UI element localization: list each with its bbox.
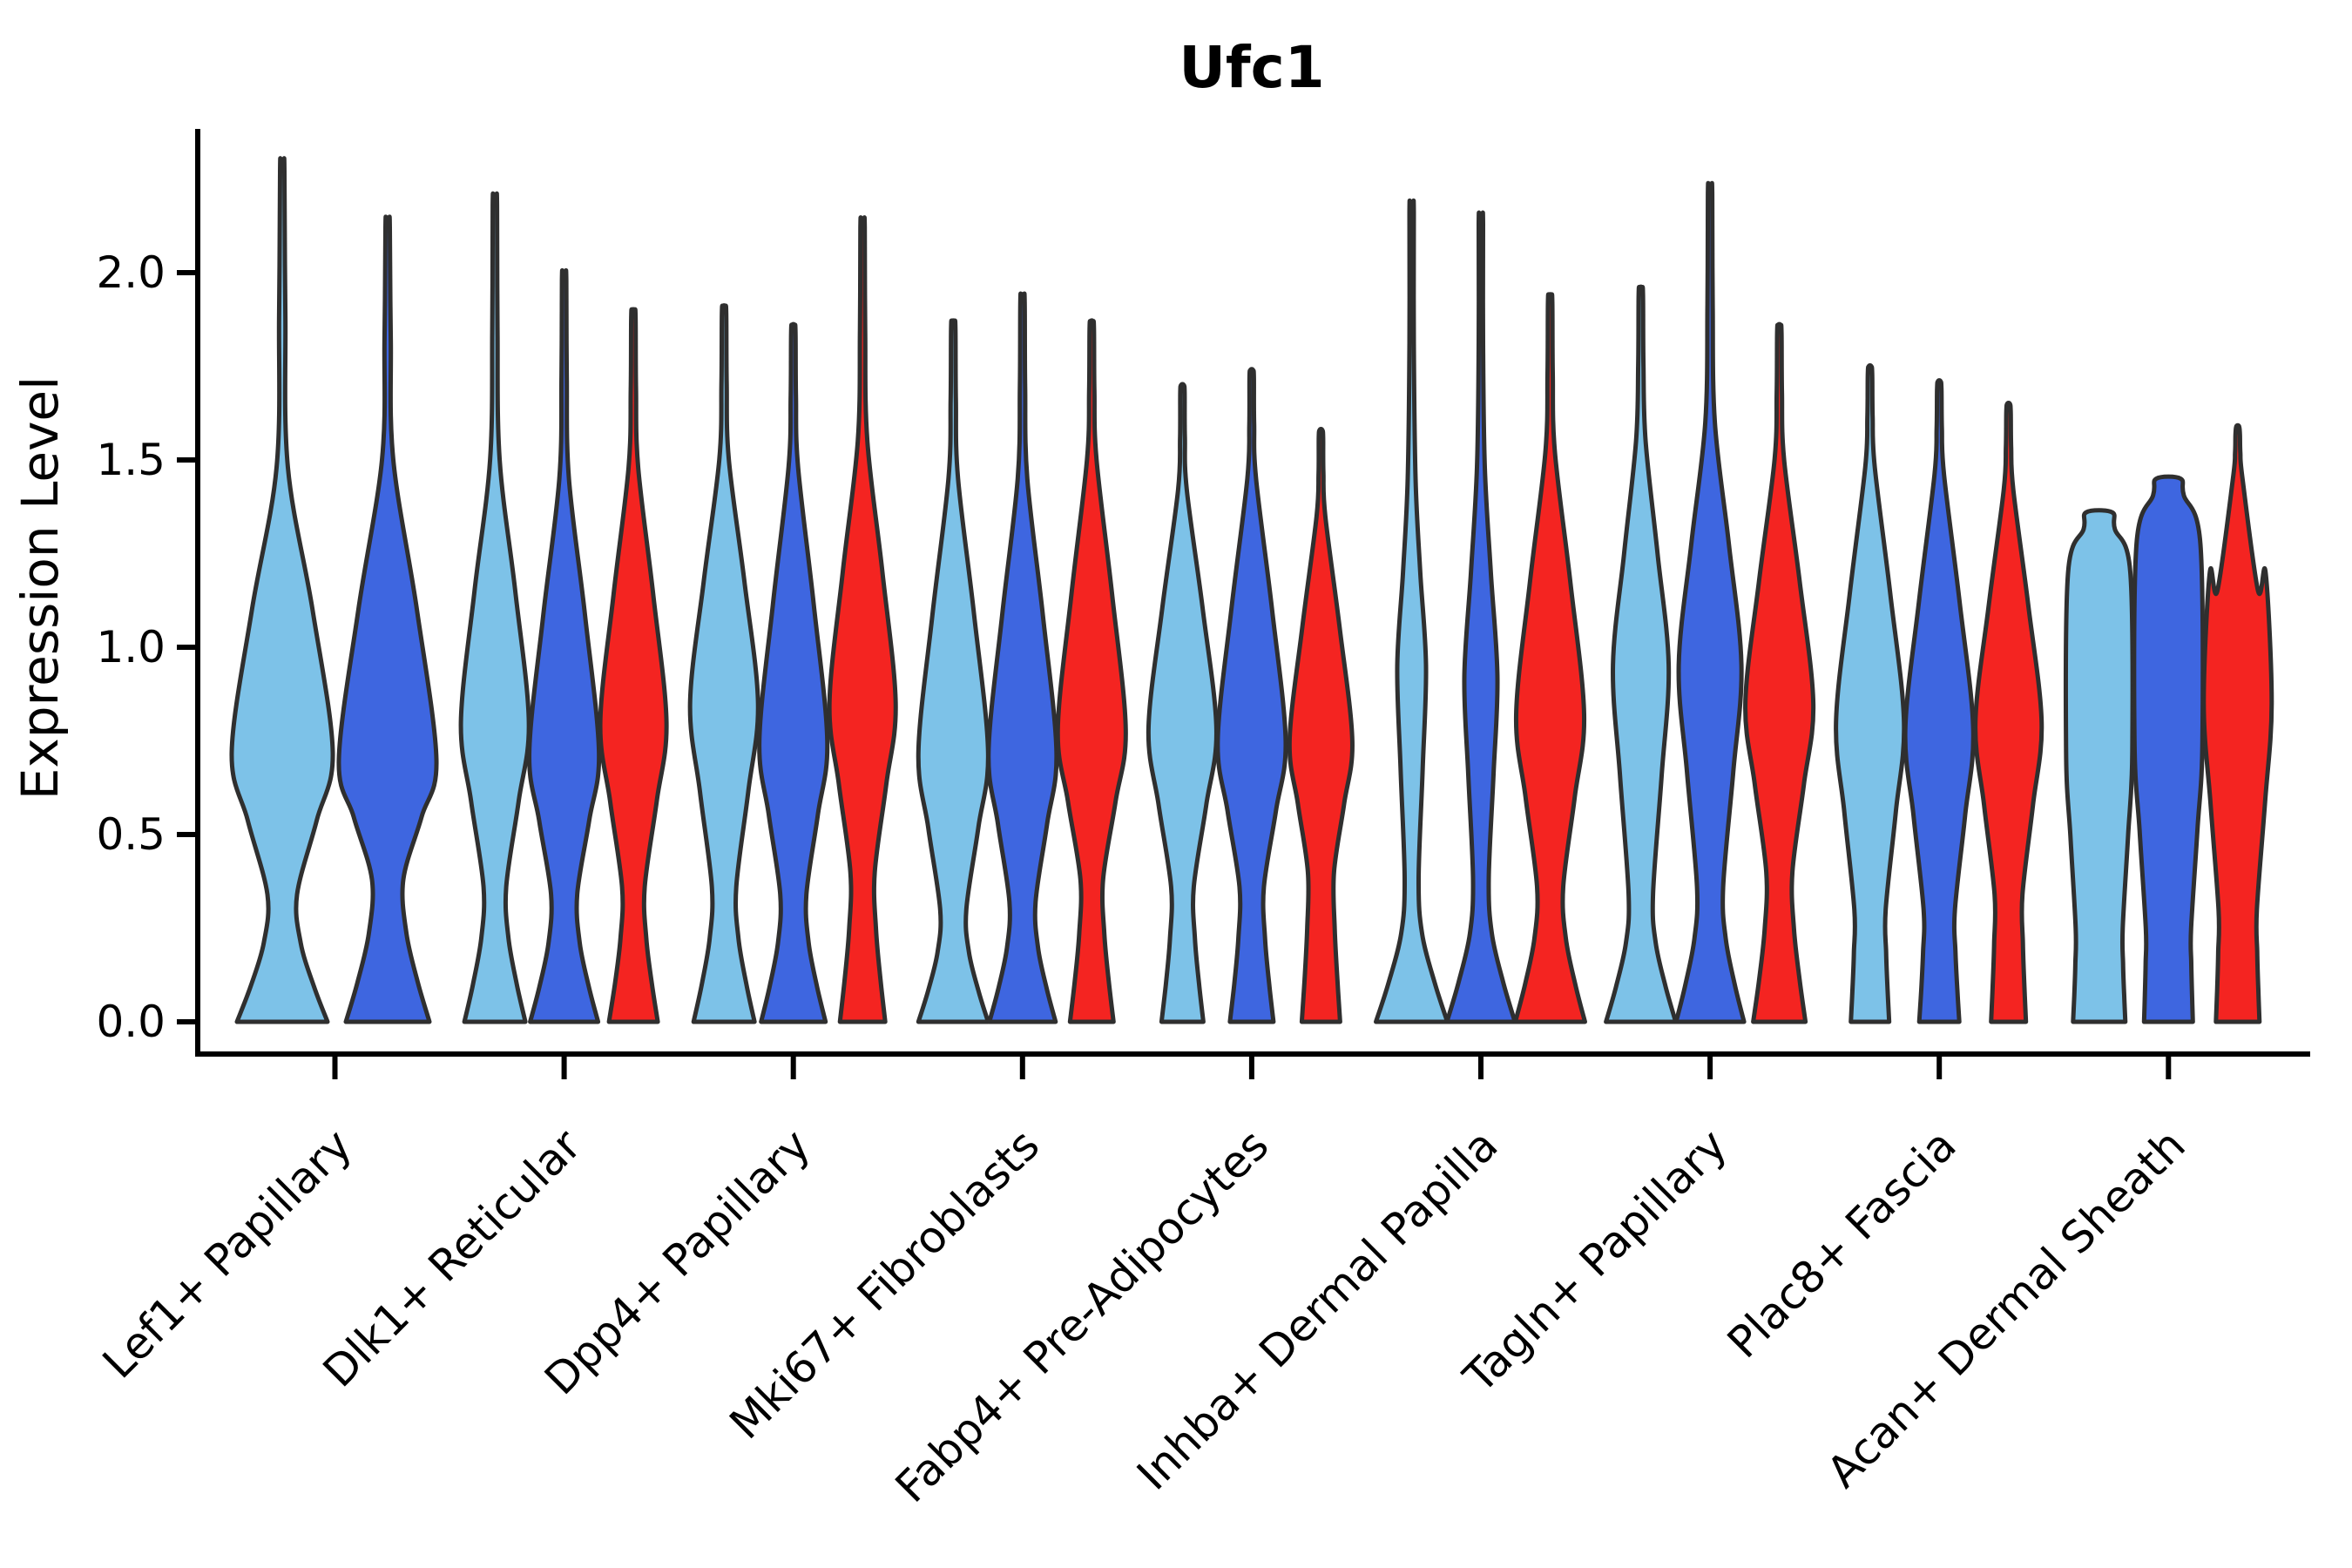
violin-4-blue [1215, 367, 1288, 1024]
violin-1-light_blue [458, 191, 531, 1024]
violin-2-blue [757, 321, 830, 1024]
x-category-label: Lef1+ Papillary [93, 1119, 362, 1388]
violin-6-light_blue [1604, 284, 1679, 1024]
violin-2-red [827, 215, 898, 1024]
y-tick-label: 0.0 [96, 997, 166, 1047]
violin-8-red [2201, 422, 2274, 1024]
violin-8-blue [2132, 474, 2206, 1024]
y-tick-label: 2.0 [96, 247, 166, 298]
violin-6-blue [1673, 180, 1747, 1024]
y-tick-label: 1.5 [96, 435, 166, 485]
violin-0-light_blue [229, 156, 335, 1024]
violin-3-light_blue [916, 318, 990, 1024]
violin-7-red [1973, 400, 2044, 1024]
violin-1-red [598, 307, 669, 1024]
x-category-label: Plac8+ Fascia [1718, 1119, 1966, 1368]
violin-1-blue [527, 267, 602, 1024]
plot-title: Ufc1 [1179, 34, 1324, 101]
x-category-label: Fabp4+ Pre-Adipocytes [886, 1119, 1279, 1512]
violin-4-light_blue [1146, 382, 1219, 1024]
violin-5-blue [1444, 210, 1517, 1024]
violin-4-red [1287, 427, 1355, 1024]
violin-8-light_blue [2063, 508, 2135, 1024]
violin-0-blue [336, 214, 439, 1024]
violin-3-blue [986, 291, 1059, 1024]
violin-6-red [1743, 321, 1816, 1024]
y-tick-label: 1.0 [96, 622, 166, 672]
violin-5-light_blue [1374, 198, 1450, 1024]
y-tick-label: 0.5 [96, 809, 166, 860]
violin-3-red [1055, 318, 1128, 1024]
violin-2-light_blue [687, 303, 760, 1024]
violin-7-blue [1903, 378, 1976, 1024]
violins [229, 156, 2274, 1024]
violin-7-light_blue [1834, 362, 1907, 1024]
axes [195, 129, 2310, 1057]
y-axis-label: Expression Level [10, 376, 70, 800]
violin-5-red [1513, 292, 1587, 1024]
